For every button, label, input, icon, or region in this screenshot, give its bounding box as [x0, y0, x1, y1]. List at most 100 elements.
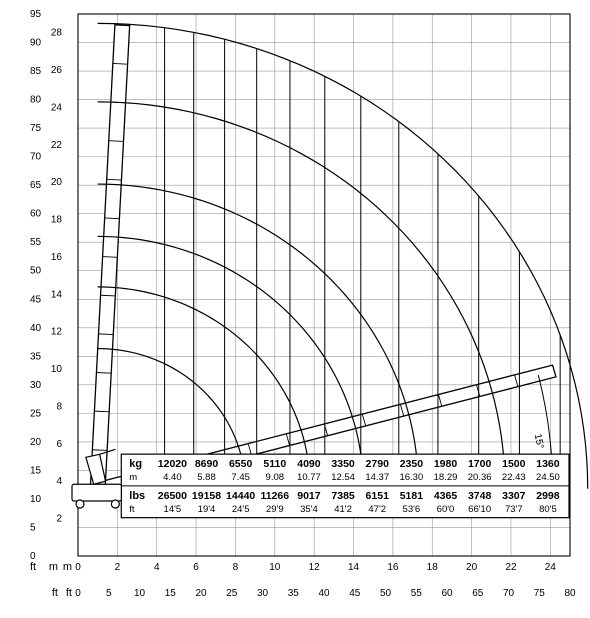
cell-m: 7.45: [231, 472, 250, 483]
x-ft-tick: 15: [165, 588, 177, 599]
cell-ft: 14'5: [164, 504, 182, 515]
cell-lbs: 5181: [400, 490, 424, 502]
y-ft-tick: 80: [30, 95, 42, 106]
y-ft-tick: 70: [30, 152, 42, 163]
cell-m: 10.77: [297, 472, 321, 483]
cell-kg: 6550: [229, 458, 253, 470]
y-m-tick: 22: [51, 140, 63, 151]
cell-kg: 5110: [263, 458, 286, 470]
y-m-tick: 4: [56, 476, 62, 487]
cell-ft: 29'9: [266, 504, 284, 515]
x-m-tick: 14: [348, 562, 360, 573]
cell-ft: 73'7: [505, 504, 523, 515]
cell-kg: 8690: [195, 458, 219, 470]
y-ft-tick: 10: [30, 494, 42, 505]
x-m-tick: 8: [233, 562, 239, 573]
cell-ft: 47'2: [368, 504, 386, 515]
cell-lbs: 11266: [260, 490, 289, 502]
y-m-tick: 20: [51, 177, 63, 188]
axis-m-left: m: [49, 561, 58, 573]
y-ft-tick: 60: [30, 209, 42, 220]
cell-m: 22.43: [502, 472, 526, 483]
x-ft-tick: 0: [75, 588, 81, 599]
y-ft-tick: 75: [30, 123, 42, 134]
cell-ft: 66'10: [468, 504, 491, 515]
y-m-tick: 8: [56, 401, 62, 412]
cell-ft: 24'5: [232, 504, 250, 515]
cell-lbs: 26500: [158, 490, 187, 502]
x-m-tick: 20: [466, 562, 478, 573]
y-ft-tick: 85: [30, 66, 42, 77]
cell-lbs: 19158: [192, 490, 221, 502]
hdr-ft: ft: [129, 504, 135, 515]
cell-lbs: 3307: [502, 490, 526, 502]
x-ft-tick: 25: [226, 588, 238, 599]
x-ft-tick: 80: [564, 588, 576, 599]
cell-kg: 1700: [468, 458, 492, 470]
x-ft-tick: 5: [106, 588, 112, 599]
y-ft-tick: 50: [30, 266, 42, 277]
cell-kg: 4090: [297, 458, 321, 470]
cell-lbs: 6151: [366, 490, 390, 502]
cell-ft: 41'2: [334, 504, 352, 515]
cell-lbs: 7385: [331, 490, 355, 502]
cell-ft: 60'0: [437, 504, 455, 515]
x-m-tick: 12: [309, 562, 321, 573]
x-m-tick: 2: [115, 562, 121, 573]
y-m-tick: 2: [56, 514, 62, 525]
cell-m: 5.88: [197, 472, 216, 483]
x-m-tick: 16: [387, 562, 399, 573]
x-m-tick: 6: [193, 562, 199, 573]
y-ft-tick: 65: [30, 180, 42, 191]
axis-ft-bot: ft: [52, 587, 58, 599]
cell-ft: 53'6: [403, 504, 421, 515]
x-row-m: m: [63, 561, 72, 573]
x-m-tick: 10: [269, 562, 281, 573]
y-m-tick: 6: [56, 439, 62, 450]
cell-ft: 19'4: [198, 504, 216, 515]
y-m-tick: 14: [51, 289, 63, 300]
y-ft-tick: 40: [30, 323, 42, 334]
y-m-tick: 16: [51, 252, 63, 263]
x-m-tick: 4: [154, 562, 160, 573]
y-ft-tick: 55: [30, 237, 42, 248]
cell-kg: 1500: [502, 458, 526, 470]
y-ft-tick: 15: [30, 465, 42, 476]
x-row-ft: ft: [66, 587, 72, 599]
cell-lbs: 2998: [536, 490, 560, 502]
x-ft-tick: 35: [288, 588, 300, 599]
cell-lbs: 14440: [226, 490, 255, 502]
x-ft-tick: 45: [349, 588, 361, 599]
y-m-tick: 10: [51, 364, 63, 375]
y-m-tick: 12: [51, 327, 63, 338]
y-ft-tick: 30: [30, 380, 42, 391]
y-ft-tick: 25: [30, 408, 42, 419]
cell-lbs: 9017: [297, 490, 321, 502]
x-m-tick: 0: [75, 562, 81, 573]
x-ft-tick: 50: [380, 588, 392, 599]
x-ft-tick: 75: [534, 588, 546, 599]
cell-kg: 3350: [331, 458, 355, 470]
cell-m: 24.50: [536, 472, 560, 483]
x-ft-tick: 20: [195, 588, 207, 599]
x-ft-tick: 40: [318, 588, 330, 599]
y-m-tick: 18: [51, 215, 63, 226]
cell-kg: 12020: [158, 458, 187, 470]
cell-m: 14.37: [365, 472, 389, 483]
x-m-tick: 18: [427, 562, 439, 573]
cell-kg: 1980: [434, 458, 458, 470]
cell-ft: 80'5: [539, 504, 557, 515]
hdr-kg: kg: [129, 458, 142, 470]
cell-m: 20.36: [468, 472, 492, 483]
y-ft-tick: 45: [30, 294, 42, 305]
x-ft-tick: 60: [441, 588, 453, 599]
x-m-tick: 22: [505, 562, 517, 573]
y-ft-tick: 90: [30, 38, 42, 49]
cell-m: 18.29: [434, 472, 458, 483]
y-ft-tick: 35: [30, 351, 42, 362]
hdr-lbs: lbs: [129, 490, 145, 502]
cell-m: 16.30: [399, 472, 423, 483]
axis-ft-left: ft: [30, 561, 36, 573]
cell-ft: 35'4: [300, 504, 318, 515]
x-m-tick: 24: [545, 562, 557, 573]
